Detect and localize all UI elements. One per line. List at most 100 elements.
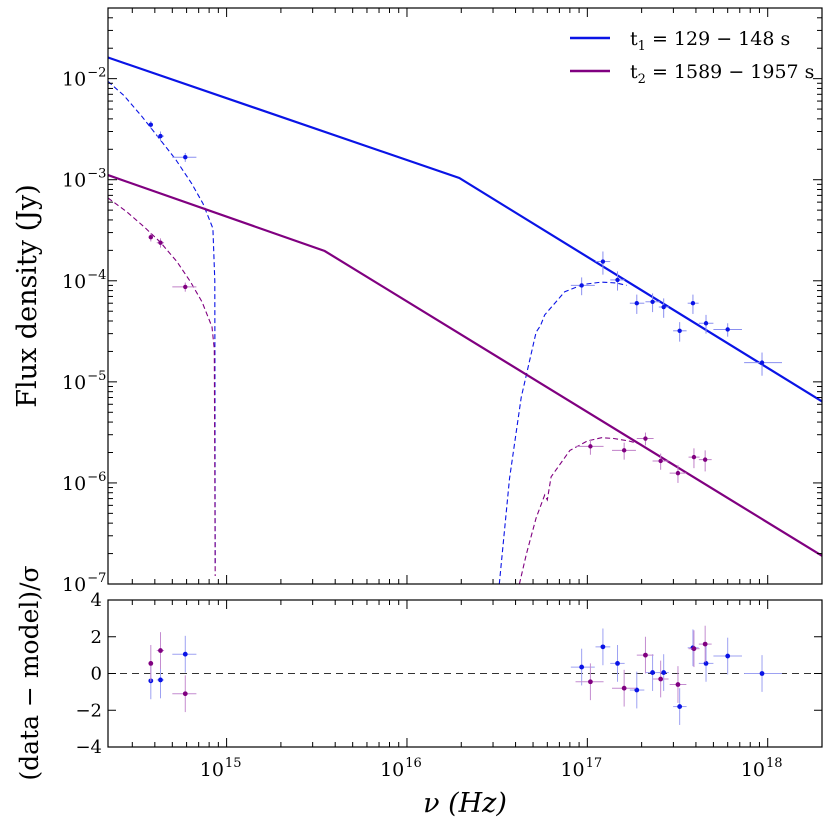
residual-y-tick-label: 4 [91,590,102,611]
residual-marker [661,670,667,675]
absorbed-curve-series-2-part-2 [518,437,642,585]
residual-point [636,636,654,674]
data-point [595,251,611,275]
residual-marker [615,660,620,666]
residual-marker [588,679,593,685]
data-marker [725,327,730,332]
data-point [172,282,197,292]
data-point [744,352,782,376]
x-axis-label: ν (Hz) [423,788,507,819]
residual-marker [643,652,648,658]
data-marker [600,259,606,264]
x-tick-label: 1016 [380,756,422,781]
residual-marker [702,641,708,647]
data-marker [615,277,620,283]
residual-marker [691,646,697,652]
data-point [713,323,742,337]
model-line-series-2 [107,174,823,557]
absorbed-model-curves [107,80,642,585]
legend-entry: t1 = 129 − 148 s [570,28,790,54]
residual-marker [650,670,655,675]
data-marker [759,360,765,365]
data-point [629,294,645,314]
y-tick-label: 10−6 [62,470,106,495]
data-marker [183,155,188,160]
residual-y-axis-label: (data − model)/σ [15,565,44,780]
data-marker [148,234,154,240]
data-marker [148,122,154,127]
residual-marker [677,704,683,709]
data-marker [158,133,163,139]
residual-point [610,645,625,682]
residual-point [669,666,687,703]
residual-point [698,625,712,663]
y-tick-label: 10−2 [62,66,106,91]
residual-point [575,663,604,701]
data-marker [158,240,163,245]
data-point [156,238,165,248]
data-point [698,314,714,334]
residual-point [744,655,782,692]
data-point [688,448,700,469]
data-point [611,442,636,460]
residual-point [629,671,645,709]
data-marker [588,444,593,449]
x-tick-label: 1018 [741,756,783,781]
residual-marker [725,653,731,659]
data-point [645,293,660,313]
data-point [636,432,654,446]
residual-point [148,645,154,682]
data-marker [677,328,682,334]
model-lines [107,56,823,557]
residual-y-tick-label: 2 [91,627,102,648]
data-point [148,233,154,242]
residual-point [713,637,742,675]
legend-label: t2 = 1589 − 1957 s [630,61,814,87]
residual-point [172,675,197,713]
residual-marker [600,644,606,650]
residual-point [172,635,197,673]
legend-entry: t2 = 1589 − 1957 s [570,61,814,87]
absorbed-curve-series-1-part-2 [498,281,627,585]
x-tick-label: 1017 [560,756,602,781]
data-point [172,152,197,162]
residual-y-tick-label: 0 [91,664,102,685]
model-line-series-1 [107,56,823,403]
legend-label: t1 = 129 − 148 s [630,28,790,54]
data-marker [579,283,584,288]
residual-point [673,688,687,725]
residual-marker [634,687,640,693]
data-point [658,298,669,318]
residual-marker [703,660,709,666]
data-point [575,439,604,455]
residual-marker [182,691,188,697]
data-point [687,294,699,314]
data-point [610,271,625,291]
data-marker [650,299,655,304]
residual-y-tick-label: −2 [75,700,102,721]
residual-point [156,632,165,669]
residual-marker [148,660,154,666]
data-marker [634,301,639,306]
data-point [570,277,595,296]
residual-points [148,625,782,725]
legend: t1 = 129 − 148 s t2 = 1589 − 1957 s [570,28,814,87]
residual-y-tick-label: −4 [75,737,102,758]
residual-marker [182,651,188,657]
residual-marker [158,677,163,683]
residual-axis-ticks: 1015 1016 1017 1018 4 2 0 −2 −4 [75,590,823,781]
residual-marker [759,671,765,676]
y-tick-label: 10−3 [62,167,106,192]
y-tick-label: 10−5 [62,369,106,394]
data-marker [183,284,188,290]
data-point [669,465,687,483]
data-marker [661,304,666,310]
data-marker [702,457,708,462]
data-marker [691,454,697,460]
x-tick-label: 1015 [200,756,242,781]
residual-point [688,630,700,668]
data-marker [658,458,663,464]
data-marker [621,448,627,453]
y-axis-label: Flux density (Jy) [12,184,43,408]
data-point [673,322,687,342]
